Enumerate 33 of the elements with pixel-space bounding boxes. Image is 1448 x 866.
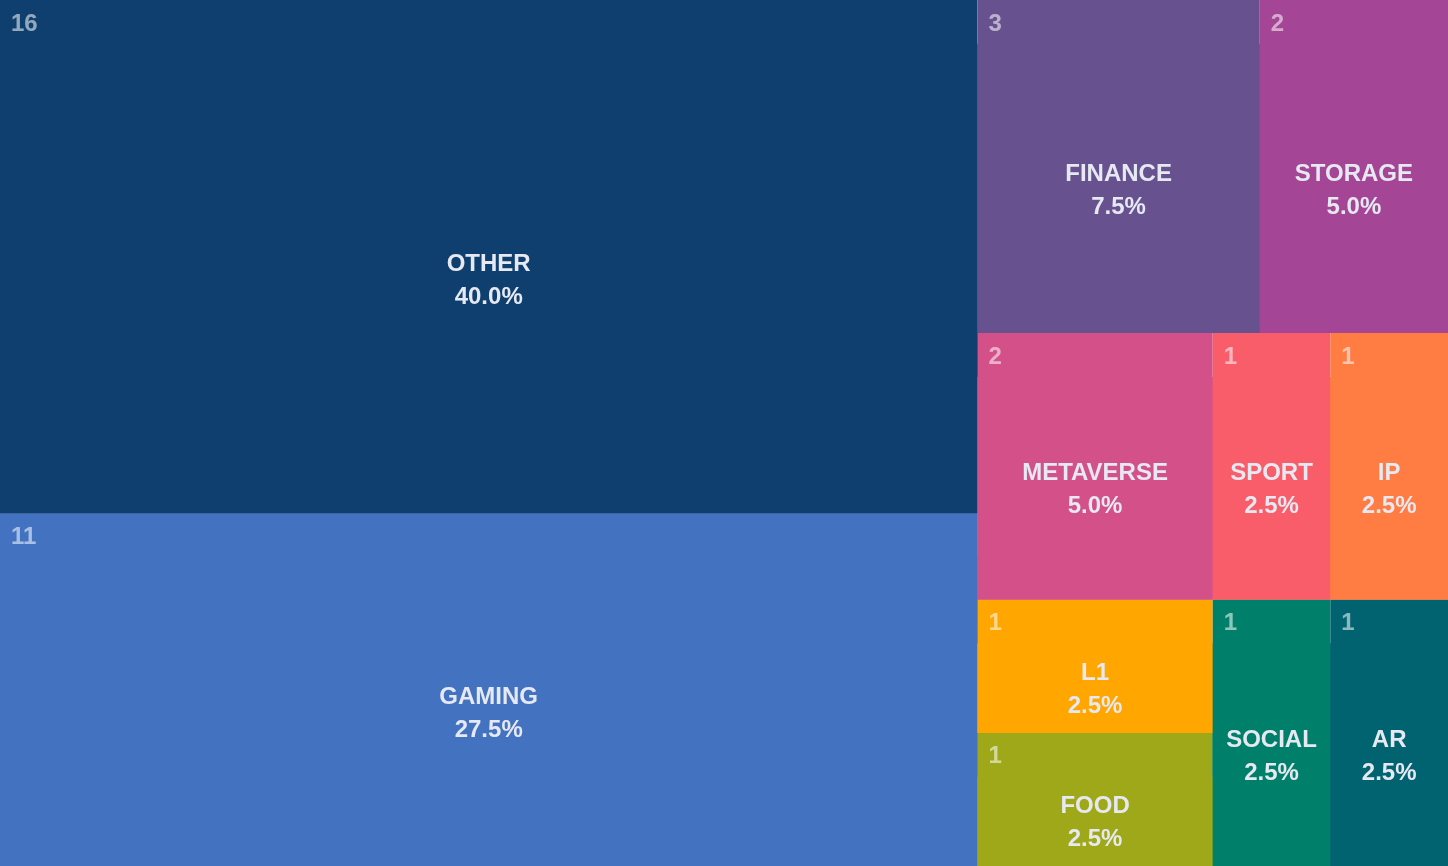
data-label: 2.5% (1067, 691, 1123, 719)
text: 1 (988, 608, 1002, 636)
category-label: FINANCE (1065, 158, 1172, 186)
text: 16 (11, 8, 38, 36)
text: 2 (988, 341, 1002, 369)
data-label: 5.0% (1326, 191, 1382, 219)
data-label: 2.5% (1244, 491, 1299, 519)
category-label: METAVERSE (1022, 458, 1168, 486)
data-label: 7.5% (1091, 191, 1146, 219)
data-label: 2.5% (1361, 757, 1417, 785)
data-label: 2.5% (1361, 491, 1417, 519)
data-label: 5.0% (1067, 491, 1123, 519)
category-label: AR (1371, 724, 1407, 752)
category-label: GAMING (439, 681, 539, 709)
category-label: L1 (1081, 658, 1110, 686)
data-label: 2.5% (1244, 757, 1299, 785)
data-label: 40.0% (454, 281, 523, 309)
text: 2 (1270, 8, 1285, 36)
text: 1 (1223, 608, 1238, 636)
text: 11 (11, 521, 37, 549)
data-label: 27.5% (454, 714, 523, 742)
text: 1 (1341, 608, 1355, 636)
category-label: SPORT (1230, 458, 1314, 486)
text: 3 (988, 8, 1002, 36)
text: 1 (1341, 341, 1355, 369)
text: 1 (1223, 341, 1238, 369)
category-label: IP (1377, 458, 1401, 486)
category-label: SOCIAL (1226, 724, 1317, 752)
text: 1 (988, 741, 1002, 769)
category-label: FOOD (1060, 791, 1130, 819)
category-label: OTHER (446, 248, 531, 276)
data-label: 2.5% (1067, 824, 1123, 852)
category-label: STORAGE (1294, 158, 1414, 186)
